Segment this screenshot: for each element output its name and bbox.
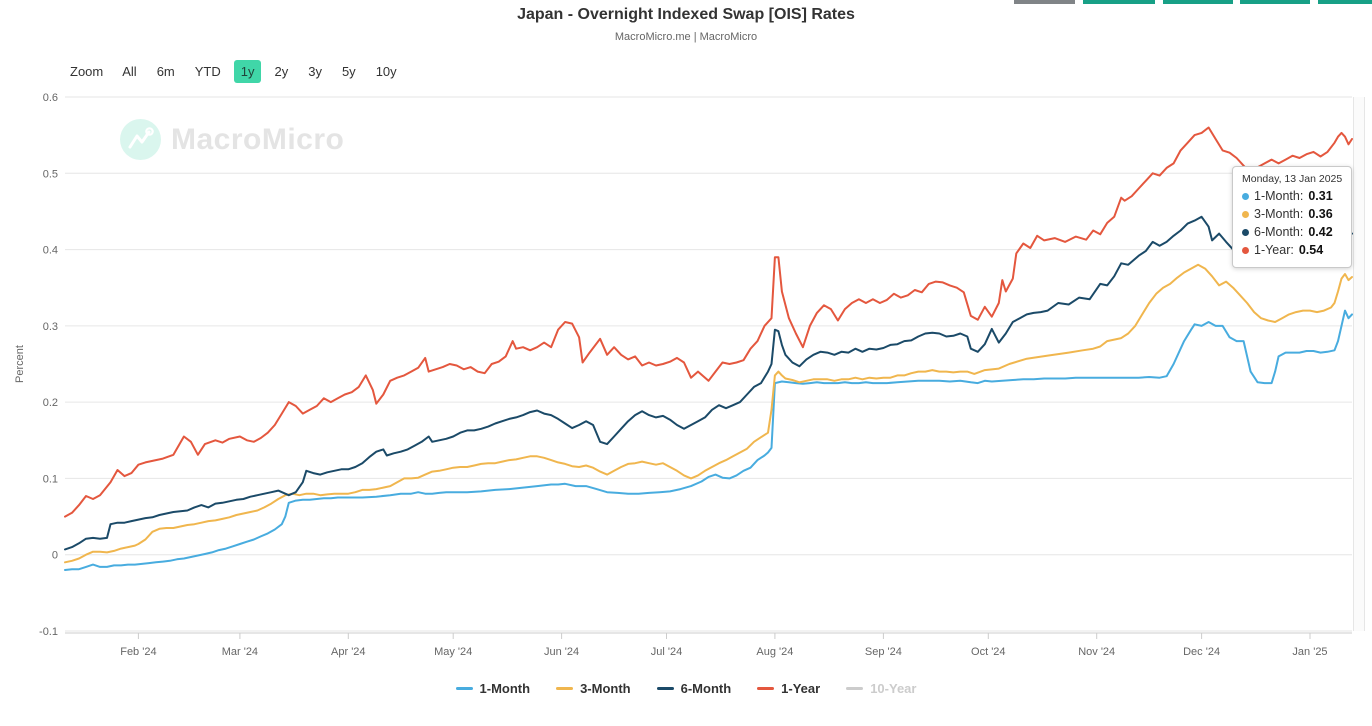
top-edge-button-gray-tab[interactable] — [1014, 0, 1075, 4]
tooltip-series-value: 0.31 — [1308, 189, 1333, 203]
chart-tooltip: Monday, 13 Jan 2025 1-Month: 0.31 3-Mont… — [1232, 166, 1353, 268]
y-tick-label: 0.4 — [43, 245, 58, 257]
legend-dash-icon — [656, 687, 674, 690]
zoom-label: Zoom — [70, 64, 104, 79]
y-tick-label: 0.2 — [43, 397, 58, 409]
zoom-button-5y[interactable]: 5y — [335, 60, 363, 83]
legend-label: 1-Year — [781, 681, 821, 696]
y-tick-label: 0.1 — [43, 473, 58, 485]
series-line-1-month[interactable] — [64, 309, 1353, 571]
y-tick-label: -0.1 — [39, 626, 58, 638]
series-dot-icon — [1242, 210, 1249, 218]
zoom-button-ytd[interactable]: YTD — [188, 60, 228, 83]
series-dot-icon — [1242, 246, 1249, 254]
tooltip-date: Monday, 13 Jan 2025 — [1242, 173, 1343, 185]
top-edge-button-teal-tab-3[interactable] — [1240, 0, 1310, 4]
tooltip-series-label: 6-Month: — [1254, 225, 1304, 240]
legend-item-1-year[interactable]: 1-Year — [757, 681, 820, 696]
legend-dash-icon — [556, 687, 574, 690]
tooltip-row-1-year: 1-Year: 0.54 — [1242, 241, 1342, 259]
x-tick-label: Jan '25 — [1292, 646, 1327, 658]
tooltip-series-value: 0.54 — [1298, 243, 1324, 258]
x-tick-label: Oct '24 — [971, 646, 1006, 658]
legend-item-1-month[interactable]: 1-Month — [455, 681, 531, 696]
top-edge-button-teal-tab-1[interactable] — [1083, 0, 1155, 4]
series-dot-icon — [1242, 192, 1249, 200]
x-tick-label: Apr '24 — [331, 646, 366, 658]
legend-label: 1-Month — [479, 681, 531, 696]
legend-dash-icon — [455, 687, 473, 690]
zoom-button-all[interactable]: All — [115, 60, 143, 83]
x-tick-label: Jul '24 — [651, 646, 682, 658]
tooltip-series-value: 0.42 — [1308, 225, 1333, 240]
tooltip-row-6-month: 6-Month: 0.42 — [1242, 223, 1342, 241]
x-tick-label: Sep '24 — [865, 646, 902, 658]
zoom-controls: Zoom All 6m YTD 1y 2y 3y 5y 10y — [70, 60, 404, 83]
top-edge-button-teal-tab-4[interactable] — [1318, 0, 1372, 4]
x-tick-label: Dec '24 — [1183, 646, 1220, 658]
top-edge-button-teal-tab-2[interactable] — [1163, 0, 1233, 4]
tooltip-series-label: 1-Month: — [1254, 189, 1304, 203]
legend-item-10-year[interactable]: 10-Year — [846, 681, 916, 696]
x-tick-label: Mar '24 — [222, 646, 258, 658]
page-subtitle: MacroMicro.me | MacroMicro — [614, 31, 758, 43]
series-line-1-year[interactable] — [64, 126, 1353, 518]
zoom-button-6m[interactable]: 6m — [150, 60, 182, 83]
zoom-button-1y[interactable]: 1y — [233, 60, 262, 83]
tooltip-row-3-month: 3-Month: 0.36 — [1242, 205, 1342, 223]
x-tick-label: Aug '24 — [756, 646, 793, 658]
tooltip-row-1-month: 1-Month: 0.31 — [1242, 187, 1342, 205]
legend-dash-icon — [757, 687, 775, 690]
legend-label: 10-Year — [870, 681, 917, 696]
vertical-scrollbar[interactable] — [1353, 97, 1365, 631]
y-axis-title: Percent — [14, 345, 26, 383]
legend-label: 6-Month — [680, 681, 732, 696]
legend: 1-Month 3-Month 6-Month 1-Year 10-Year — [0, 681, 1372, 696]
x-tick-label: Feb '24 — [120, 646, 156, 658]
legend-item-6-month[interactable]: 6-Month — [656, 681, 732, 696]
zoom-button-3y[interactable]: 3y — [301, 60, 329, 83]
y-tick-label: 0.3 — [43, 321, 58, 333]
tooltip-series-value: 0.36 — [1308, 207, 1333, 222]
zoom-button-2y[interactable]: 2y — [267, 60, 295, 83]
series-dot-icon — [1242, 228, 1249, 236]
legend-item-3-month[interactable]: 3-Month — [556, 681, 631, 696]
series-line-6-month[interactable] — [64, 215, 1353, 551]
legend-dash-icon — [846, 687, 864, 690]
x-tick-label: Nov '24 — [1078, 646, 1115, 658]
tooltip-series-label: 1-Year: — [1254, 243, 1294, 258]
x-tick-label: May '24 — [434, 646, 472, 658]
zoom-button-10y[interactable]: 10y — [369, 60, 404, 83]
x-tick-label: Jun '24 — [544, 646, 579, 658]
tooltip-series-label: 3-Month: — [1254, 207, 1304, 222]
series-line-3-month[interactable] — [64, 263, 1353, 564]
y-tick-label: 0 — [52, 550, 58, 562]
y-tick-label: 0.6 — [43, 92, 58, 104]
y-tick-label: 0.5 — [43, 168, 58, 180]
legend-label: 3-Month — [580, 681, 631, 696]
page-title: Japan - Overnight Indexed Swap [OIS] Rat… — [517, 6, 855, 23]
